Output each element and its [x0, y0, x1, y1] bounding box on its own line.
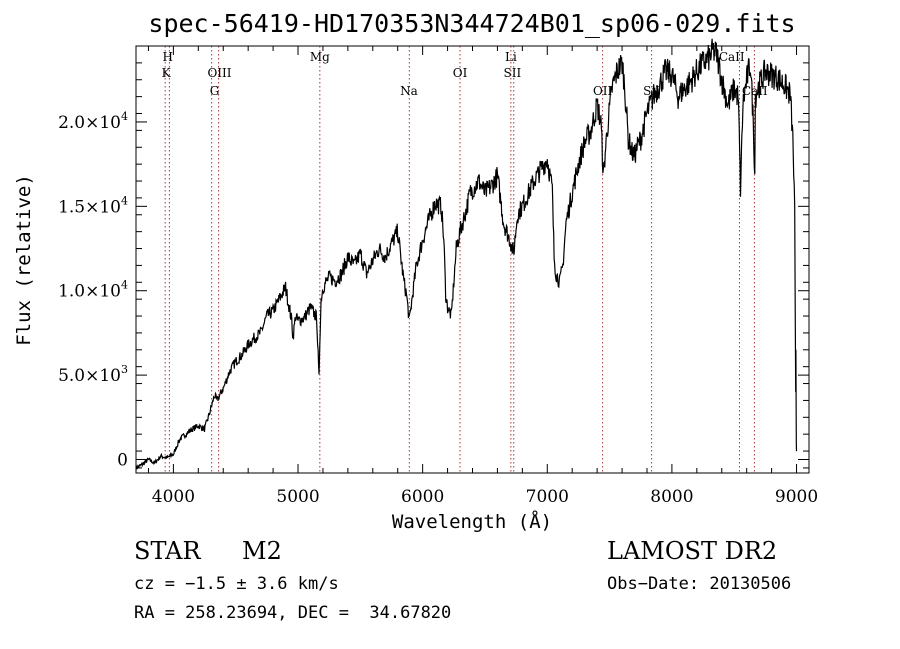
- y-tick-label-0: 0: [117, 450, 128, 470]
- y-axis-label: Flux (relative): [13, 174, 35, 346]
- x-tick-label-5: 9000: [775, 487, 818, 507]
- spectrum-series-line: [135, 38, 798, 471]
- x-tick-label-2: 6000: [401, 487, 444, 507]
- line-label-8: SII: [504, 66, 522, 80]
- y-axis: 0 5.0×103 1.0×104 1.5×104 2.0×104: [58, 45, 809, 470]
- x-tick-label-1: 5000: [276, 487, 319, 507]
- object-class: STAR: [134, 537, 201, 565]
- line-label-0: H: [163, 50, 173, 64]
- coordinates-readout: RA = 258.23694, DEC = 34.67820: [134, 603, 452, 623]
- line-label-12: CaII: [742, 84, 768, 98]
- line-label-4: Mg: [310, 50, 330, 64]
- survey-name: LAMOST DR2: [607, 537, 778, 565]
- spectral-line-markers: [164, 46, 755, 473]
- object-subclass: M2: [242, 537, 282, 565]
- line-label-11: CaII: [719, 50, 745, 64]
- y-tick-label-2: 1.0×104: [58, 279, 128, 302]
- x-axis: 4000 5000 6000 7000 8000 9000: [147, 46, 818, 507]
- line-label-7: Li: [505, 50, 517, 64]
- line-label-5: Na: [400, 84, 418, 98]
- observation-date: Obs−Date: 20130506: [607, 574, 792, 594]
- spectrum-chart: spec-56419-HD170353N344724B01_sp06-029.f…: [13, 9, 818, 533]
- redshift-readout: cz = −1.5 ± 3.6 km/s: [134, 574, 339, 594]
- x-tick-label-4: 8000: [650, 487, 693, 507]
- line-label-6: OI: [453, 66, 468, 80]
- chart-title: spec-56419-HD170353N344724B01_sp06-029.f…: [148, 9, 795, 38]
- x-axis-label: Wavelength (Å): [392, 510, 552, 533]
- x-tick-label-3: 7000: [526, 487, 569, 507]
- plot-frame: [135, 45, 810, 474]
- y-tick-label-3: 1.5×104: [58, 194, 128, 217]
- y-tick-label-1: 5.0×103: [58, 363, 128, 386]
- line-label-9: OII: [593, 84, 613, 98]
- line-label-3: G: [210, 84, 220, 98]
- x-tick-label-0: 4000: [152, 487, 195, 507]
- line-label-1: K: [162, 66, 172, 80]
- y-tick-label-4: 2.0×104: [58, 110, 128, 133]
- line-label-2: OIII: [207, 66, 231, 80]
